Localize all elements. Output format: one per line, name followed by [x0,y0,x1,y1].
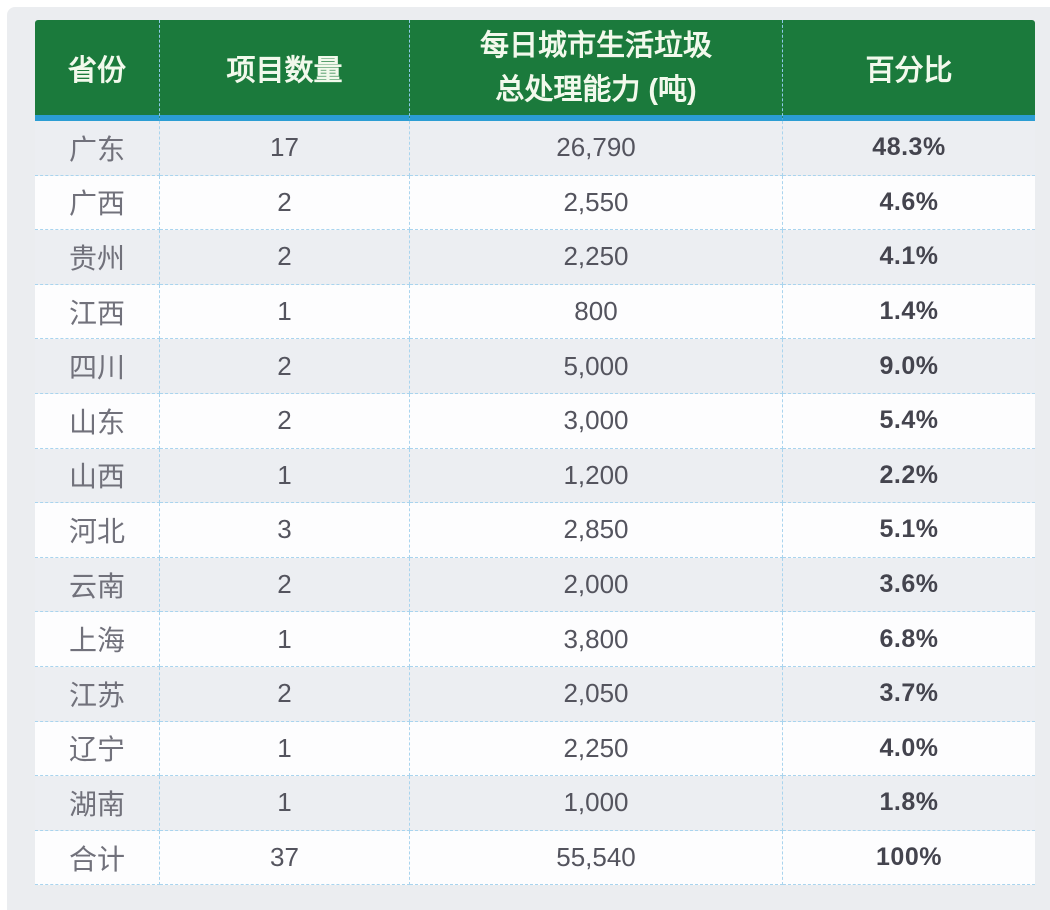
cell-province: 河北 [35,503,160,558]
cell-capacity: 2,850 [410,503,783,558]
cell-province: 广西 [35,175,160,231]
cell-capacity: 1,200 [410,448,783,504]
table-row: 上海 1 3,800 6.8% [35,612,1035,667]
cell-capacity: 3,800 [410,612,783,667]
cell-project-count: 2 [160,175,410,231]
cell-project-count: 1 [160,776,410,831]
column-header-percentage-label: 百分比 [865,54,953,87]
cell-percentage: 4.0% [783,721,1035,777]
cell-percentage: 5.4% [783,393,1035,449]
table-row: 辽宁 1 2,250 4.0% [35,721,1035,777]
column-header-project-count-label: 项目数量 [226,54,343,87]
table-row: 广西 2 2,550 4.6% [35,175,1035,231]
cell-project-count: 37 [160,830,410,886]
table-row: 山西 1 1,200 2.2% [35,448,1035,504]
column-header-project-count: 项目数量 [160,20,410,121]
cell-province: 山西 [35,448,160,504]
cell-province: 云南 [35,557,160,613]
cell-project-count: 1 [160,448,410,504]
table-row: 湖南 1 1,000 1.8% [35,776,1035,831]
cell-province: 江西 [35,284,160,340]
table-row: 河北 3 2,850 5.1% [35,503,1035,558]
cell-project-count: 2 [160,339,410,394]
table-row: 四川 2 5,000 9.0% [35,339,1035,394]
table-row: 云南 2 2,000 3.6% [35,557,1035,613]
cell-capacity: 800 [410,284,783,340]
cell-project-count: 1 [160,721,410,777]
table-body: 广东 17 26,790 48.3% 广西 2 2,550 4.6% 贵州 2 … [35,121,1035,886]
column-header-percentage: 百分比 [783,20,1035,121]
cell-percentage: 4.6% [783,175,1035,231]
cell-percentage: 9.0% [783,339,1035,394]
cell-project-count: 1 [160,284,410,340]
cell-capacity: 55,540 [410,830,783,886]
cell-province: 广东 [35,121,160,176]
table-row: 江西 1 800 1.4% [35,284,1035,340]
cell-province: 山东 [35,393,160,449]
table-row: 广东 17 26,790 48.3% [35,121,1035,176]
table-header: 省份 项目数量 每日城市生活垃圾 总处理能力 (吨) 百分比 [35,20,1035,121]
cell-percentage: 3.7% [783,666,1035,722]
header-row: 省份 项目数量 每日城市生活垃圾 总处理能力 (吨) 百分比 [35,20,1035,121]
cell-capacity: 5,000 [410,339,783,394]
cell-capacity: 2,050 [410,666,783,722]
cell-percentage: 5.1% [783,503,1035,558]
cell-province: 上海 [35,612,160,667]
cell-capacity: 3,000 [410,393,783,449]
cell-percentage: 2.2% [783,448,1035,504]
column-header-province: 省份 [35,20,160,121]
cell-capacity: 2,250 [410,230,783,285]
table-row: 山东 2 3,000 5.4% [35,393,1035,449]
cell-project-count: 17 [160,121,410,176]
cell-capacity: 2,550 [410,175,783,231]
cell-percentage: 3.6% [783,557,1035,613]
cell-province: 贵州 [35,230,160,285]
cell-capacity: 2,250 [410,721,783,777]
cell-province: 湖南 [35,776,160,831]
column-header-province-label: 省份 [67,54,126,87]
cell-province: 合计 [35,830,160,886]
column-header-capacity-line1: 每日城市生活垃圾 [479,29,712,62]
cell-project-count: 3 [160,503,410,558]
cell-percentage: 1.4% [783,284,1035,340]
cell-capacity: 1,000 [410,776,783,831]
cell-province: 四川 [35,339,160,394]
column-header-capacity-line2: 总处理能力 (吨) [495,73,697,106]
cell-project-count: 2 [160,230,410,285]
cell-percentage: 1.8% [783,776,1035,831]
cell-project-count: 2 [160,666,410,722]
table-row: 江苏 2 2,050 3.7% [35,666,1035,722]
cell-province: 辽宁 [35,721,160,777]
cell-project-count: 1 [160,612,410,667]
cell-project-count: 2 [160,393,410,449]
cell-percentage: 6.8% [783,612,1035,667]
cell-percentage: 4.1% [783,230,1035,285]
cell-percentage: 48.3% [783,121,1035,176]
cell-province: 江苏 [35,666,160,722]
column-header-capacity: 每日城市生活垃圾 总处理能力 (吨) [410,20,783,121]
cell-capacity: 2,000 [410,557,783,613]
table-row: 合计 37 55,540 100% [35,830,1035,886]
cell-project-count: 2 [160,557,410,613]
table-row: 贵州 2 2,250 4.1% [35,230,1035,285]
cell-capacity: 26,790 [410,121,783,176]
cell-percentage: 100% [783,830,1035,886]
waste-capacity-table: 省份 项目数量 每日城市生活垃圾 总处理能力 (吨) 百分比 广东 17 26, [35,20,1035,886]
content-panel: 省份 项目数量 每日城市生活垃圾 总处理能力 (吨) 百分比 广东 17 26, [7,7,1050,910]
